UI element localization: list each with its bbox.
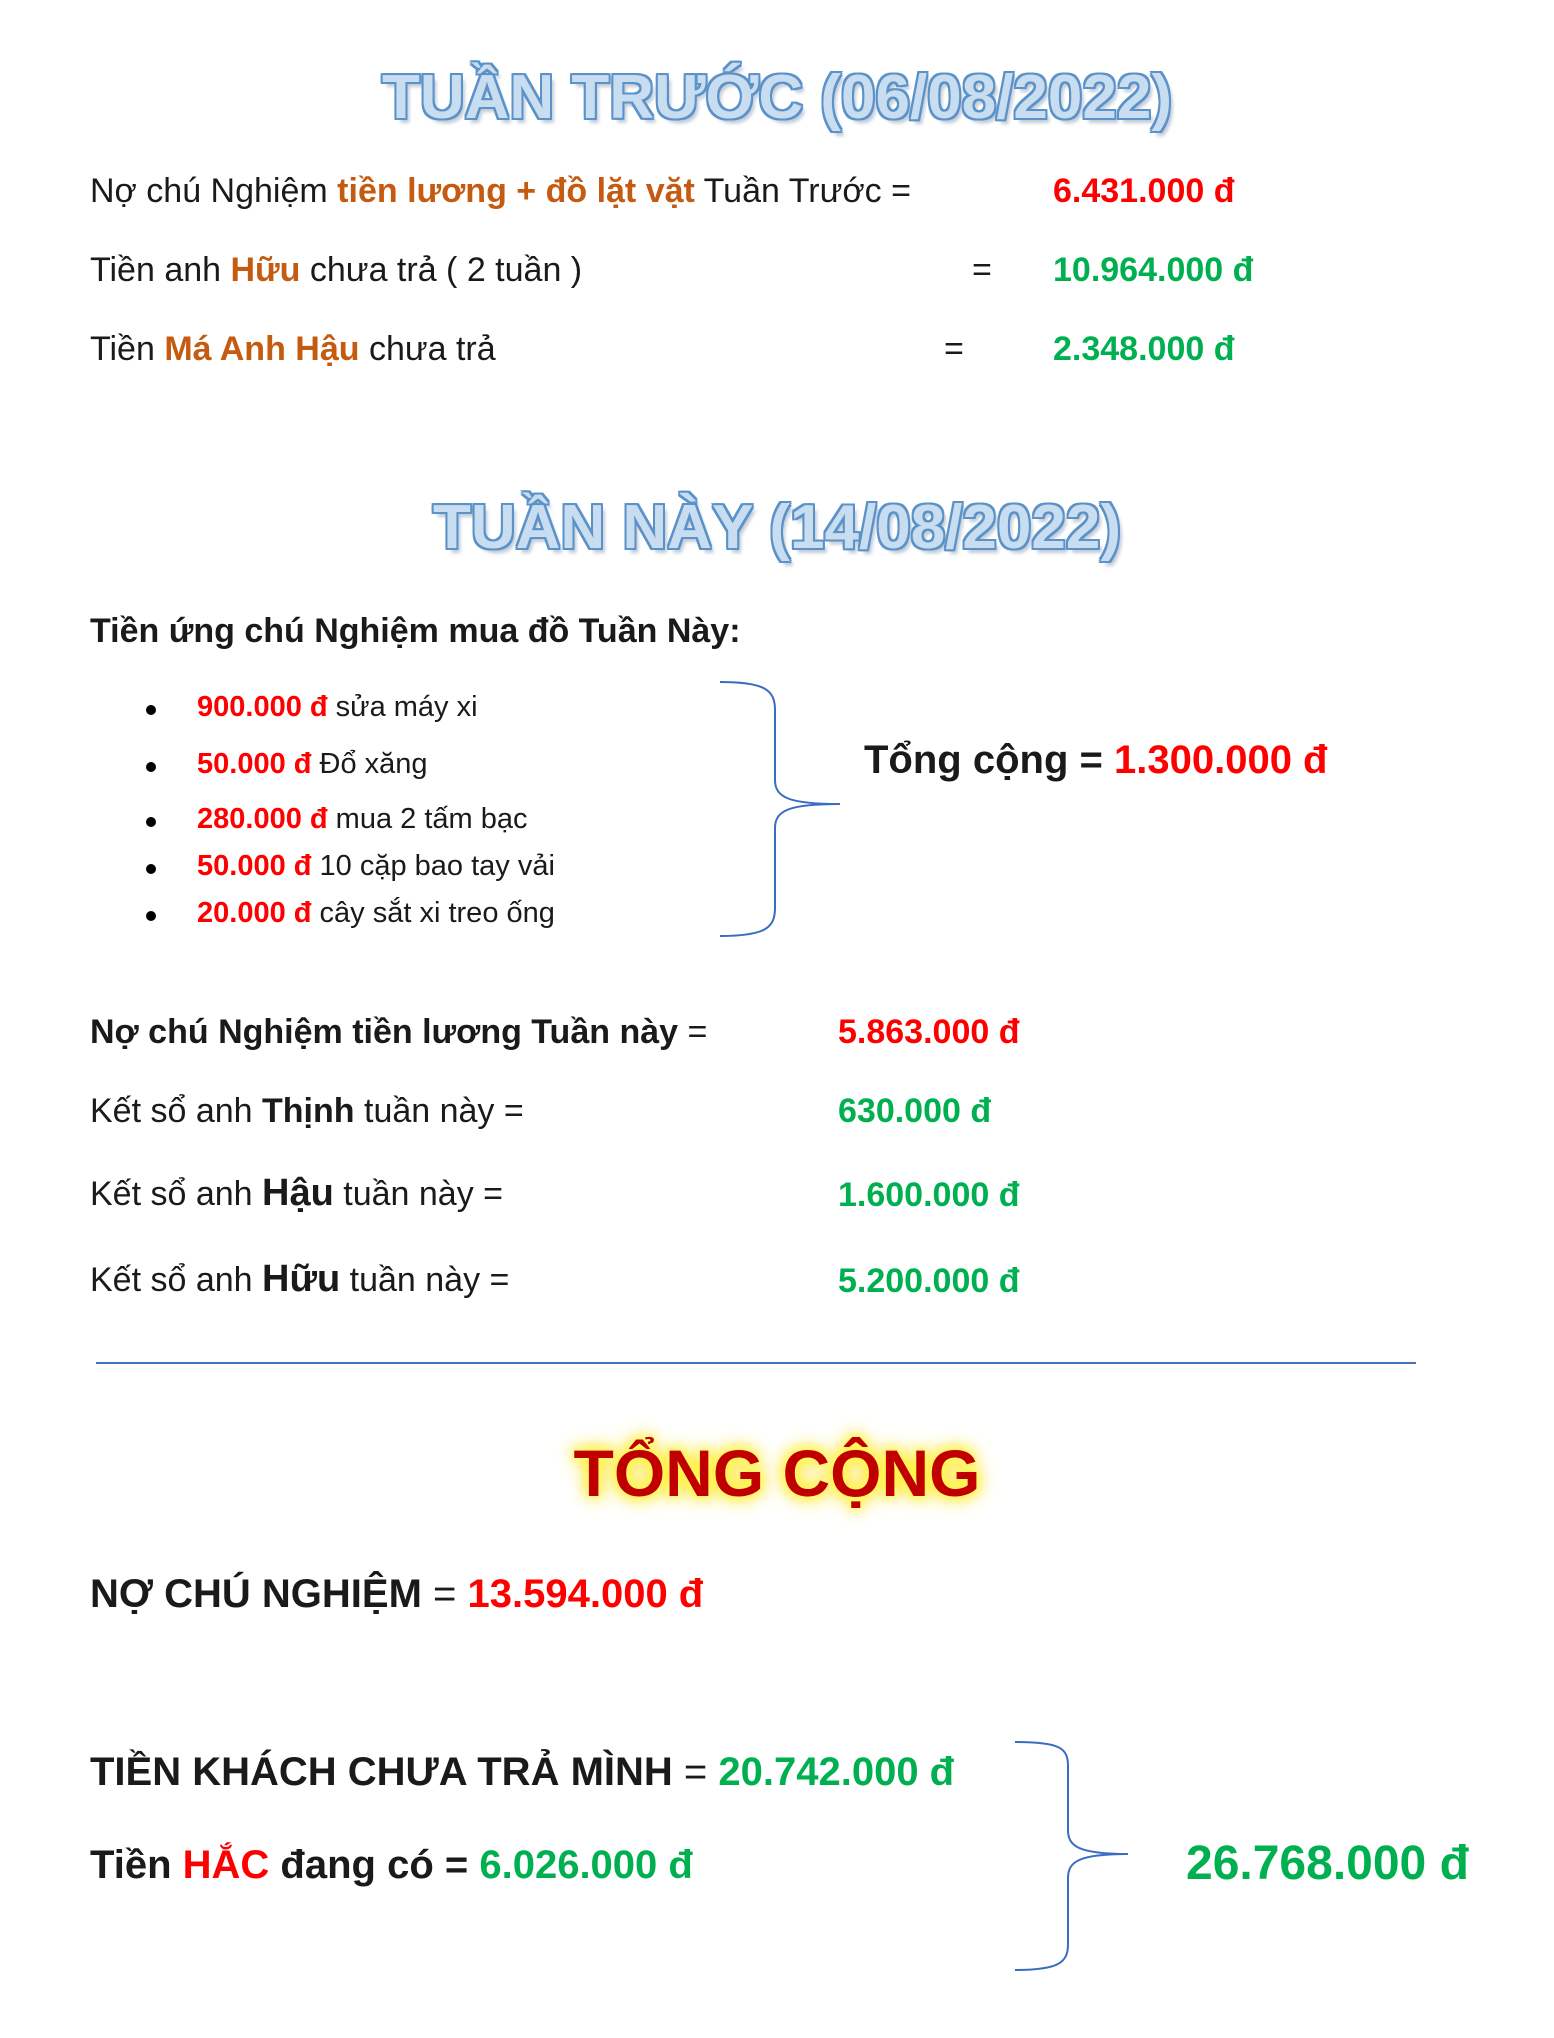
person-name: HẮC — [182, 1843, 270, 1887]
row-highlight: Má Anh Hậu — [164, 330, 360, 368]
item-amount: 900.000 đ — [197, 691, 328, 723]
subtotal-value: 1.300.000 đ — [1113, 738, 1328, 782]
list-item: 280.000 đ mua 2 tấm bạc — [197, 803, 527, 836]
huu-ledger-value: 5.200.000 đ — [838, 1262, 1020, 1300]
this-week-salary-row: Nợ chú Nghiệm tiền lương Tuần này = — [90, 1013, 707, 1052]
row-label-suffix: chưa trả — [359, 330, 496, 368]
advance-heading: Tiền ứng chú Nghiệm mua đồ Tuần Này: — [90, 612, 741, 650]
hau-ledger-value: 1.600.000 đ — [838, 1176, 1020, 1214]
row-label: Kết sổ anh — [90, 1175, 263, 1213]
this-week-salary-value: 5.863.000 đ — [838, 1013, 1020, 1051]
equals-sign: = — [972, 251, 992, 289]
row-label-suffix: chưa trả ( 2 tuần ) — [300, 251, 583, 289]
row-label-suffix: Tuần Trước = — [694, 172, 911, 210]
thinh-ledger-value: 630.000 đ — [838, 1092, 992, 1130]
bullet-icon — [146, 911, 156, 921]
equals-sign: = — [678, 1013, 708, 1051]
row-highlight: Hữu — [230, 251, 301, 289]
row-label: Kết sổ anh — [90, 1092, 263, 1130]
row-label-suffix: tuần này = — [333, 1175, 503, 1213]
row-label: Nợ chú Nghiệm — [90, 172, 338, 210]
this-week-title: TUẦN NÀY (14/08/2022) — [432, 493, 1122, 562]
equals-sign: = — [421, 1572, 468, 1616]
row-label: Kết sổ anh — [90, 1261, 263, 1299]
section-divider — [96, 1362, 1416, 1364]
right-brace-icon — [719, 681, 841, 937]
grand-total-value: 26.768.000 đ — [1186, 1837, 1469, 1890]
list-item: 900.000 đ sửa máy xi — [197, 691, 478, 724]
item-desc: Đổ xăng — [311, 748, 428, 780]
person-name: Thịnh — [262, 1092, 355, 1130]
hac-cash-value: 6.026.000 đ — [479, 1843, 693, 1887]
total-debt-value: 13.594.000 đ — [467, 1572, 704, 1616]
row-label: NỢ CHÚ NGHIỆM — [90, 1572, 422, 1616]
row-label: Tiền — [90, 330, 165, 368]
subtotal-label: Tổng cộng = — [864, 738, 1114, 782]
row-label-suffix: đang có = — [269, 1843, 480, 1887]
customer-unpaid-value: 20.742.000 đ — [718, 1750, 955, 1794]
person-name: Hậu — [262, 1172, 334, 1214]
item-amount: 50.000 đ — [197, 748, 312, 780]
bullet-icon — [146, 705, 156, 715]
item-amount: 50.000 đ — [197, 850, 312, 882]
right-brace-icon — [1014, 1741, 1129, 1971]
subtotal: Tổng cộng = 1.300.000 đ — [864, 738, 1327, 783]
thinh-ledger-row: Kết sổ anh Thịnh tuần này = — [90, 1092, 524, 1131]
huu-unpaid-value: 10.964.000 đ — [1053, 251, 1254, 289]
last-week-debt-row: Nợ chú Nghiệm tiền lương + đồ lặt vặt Tu… — [90, 172, 911, 211]
item-desc: 10 cặp bao tay vải — [311, 850, 555, 882]
ma-anh-hau-unpaid-value: 2.348.000 đ — [1053, 330, 1235, 368]
row-label: Nợ chú Nghiệm tiền lương Tuần này — [90, 1013, 679, 1051]
item-amount: 280.000 đ — [197, 803, 328, 835]
huu-ledger-row: Kết sổ anh Hữu tuần này = — [90, 1258, 509, 1301]
hac-cash-row: Tiền HẮC đang có = 6.026.000 đ — [90, 1843, 693, 1888]
list-item: 50.000 đ 10 cặp bao tay vải — [197, 850, 555, 883]
row-highlight: tiền lương + đồ lặt vặt — [337, 172, 695, 210]
row-label-suffix: tuần này = — [354, 1092, 524, 1130]
customer-unpaid-row: TIỀN KHÁCH CHƯA TRẢ MÌNH = 20.742.000 đ — [90, 1750, 954, 1795]
item-desc: cây sắt xi treo ống — [311, 897, 555, 929]
ma-anh-hau-unpaid-row: Tiền Má Anh Hậu chưa trả — [90, 330, 496, 369]
bullet-icon — [146, 864, 156, 874]
hau-ledger-row: Kết sổ anh Hậu tuần này = — [90, 1172, 503, 1215]
bullet-icon — [146, 762, 156, 772]
item-amount: 20.000 đ — [197, 897, 312, 929]
row-label: Tiền anh — [90, 251, 231, 289]
huu-unpaid-row: Tiền anh Hữu chưa trả ( 2 tuần ) — [90, 251, 582, 290]
bullet-icon — [146, 817, 156, 827]
person-name: Hữu — [262, 1258, 341, 1300]
list-item: 20.000 đ cây sắt xi treo ống — [197, 897, 555, 930]
row-label: TIỀN KHÁCH CHƯA TRẢ MÌNH — [90, 1750, 673, 1794]
equals-sign: = — [944, 330, 964, 368]
total-title: TỔNG CỘNG — [573, 1436, 981, 1510]
last-week-debt-value: 6.431.000 đ — [1053, 172, 1235, 210]
row-label: Tiền — [90, 1843, 183, 1887]
last-week-title: TUẦN TRƯỚC (06/08/2022) — [382, 63, 1172, 132]
row-label-suffix: tuần này = — [340, 1261, 510, 1299]
total-debt-row: NỢ CHÚ NGHIỆM = 13.594.000 đ — [90, 1572, 703, 1617]
equals-sign: = — [672, 1750, 719, 1794]
item-desc: mua 2 tấm bạc — [327, 803, 528, 835]
list-item: 50.000 đ Đổ xăng — [197, 748, 428, 781]
item-desc: sửa máy xi — [327, 691, 478, 723]
